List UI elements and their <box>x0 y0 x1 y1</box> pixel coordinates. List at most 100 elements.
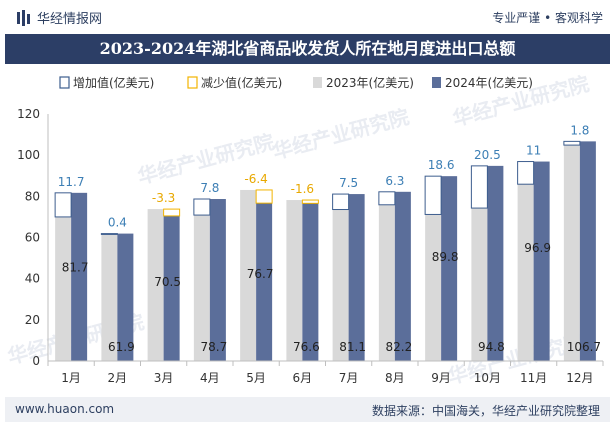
bar-2024 <box>348 194 365 361</box>
y-axis: 0 20 40 60 80 100 120 <box>17 107 49 368</box>
bar-2023 <box>101 234 118 361</box>
label-layer: 11.7 81.7 0.4 61.9 -3.3 70.5 7.8 78.7 -6.4 76.7 -1… <box>58 123 601 354</box>
footer-source: 数据来源：中国海关，华经产业研究院整理 <box>371 404 600 418</box>
value-label-2024: 82.2 <box>386 340 413 354</box>
bar-2024 <box>533 161 550 361</box>
bar-2023 <box>471 208 488 361</box>
brand-logo-icon <box>17 9 30 26</box>
value-label-2024: 96.9 <box>524 241 551 255</box>
chart-area: 增加值(亿美元) 减少值(亿美元) 2023年(亿美元) 2024年(亿美元) 华经产… <box>5 71 604 389</box>
change-label: 20.5 <box>474 148 501 162</box>
change-label: -6.4 <box>244 172 267 186</box>
increase-box <box>54 192 72 218</box>
legend-decrease-label: 减少值(亿美元) <box>201 75 282 90</box>
x-tick-label: 1月 <box>61 371 81 385</box>
bar-2023 <box>425 214 442 361</box>
bar-2023 <box>517 184 534 361</box>
bar-2023 <box>563 145 580 361</box>
value-label-2024: 76.7 <box>247 267 274 281</box>
x-tick-label: 7月 <box>339 371 359 385</box>
x-tick-label: 10月 <box>474 371 501 385</box>
chart-legend: 增加值(亿美元) 减少值(亿美元) 2023年(亿美元) 2024年(亿美元) <box>59 75 533 90</box>
change-label: 11 <box>526 144 541 158</box>
increase-box <box>563 140 581 146</box>
bar-2024 <box>394 191 411 361</box>
legend-decrease-swatch <box>187 76 198 89</box>
legend-2023-label: 2023年(亿美元) <box>326 75 414 90</box>
value-label-2024: 89.8 <box>432 250 459 264</box>
brand: 华经情报网 <box>17 8 102 27</box>
legend-increase-label: 增加值(亿美元) <box>73 75 154 90</box>
change-label: 0.4 <box>108 216 127 230</box>
change-label: 7.8 <box>200 181 219 195</box>
bar-2023 <box>332 209 349 361</box>
increase-box <box>193 198 211 216</box>
brand-name: 华经情报网 <box>37 12 103 27</box>
value-label-2024: 70.5 <box>154 275 181 289</box>
value-label-2024: 81.1 <box>339 340 366 354</box>
header-bar: 华经情报网 专业严谨 • 客观科学 <box>0 0 615 34</box>
y-tick-label: 80 <box>25 189 40 203</box>
bar-2024 <box>163 215 180 361</box>
change-label: 11.7 <box>58 175 85 189</box>
bar-2024 <box>302 203 319 361</box>
value-label-2024: 78.7 <box>201 340 228 354</box>
y-tick-label: 60 <box>25 231 40 245</box>
y-tick-label: 0 <box>32 354 40 368</box>
bar-layer <box>54 140 596 361</box>
bar-2023 <box>55 216 72 361</box>
value-label-2024: 76.6 <box>293 340 320 354</box>
x-tick-label: 5月 <box>246 371 266 385</box>
x-tick-label: 11月 <box>520 371 547 385</box>
bar-2023 <box>378 204 395 361</box>
increase-box <box>517 161 535 185</box>
bar-2024 <box>441 176 458 361</box>
legend-2024-label: 2024年(亿美元) <box>445 75 533 90</box>
value-label-2024: 94.8 <box>478 340 505 354</box>
bar-2023 <box>193 215 210 361</box>
change-label: 18.6 <box>428 158 455 172</box>
y-tick-label: 40 <box>25 272 40 286</box>
decrease-box <box>301 199 319 204</box>
increase-box <box>378 191 396 206</box>
decrease-box <box>255 189 273 204</box>
bar-2024 <box>209 199 226 361</box>
legend-increase-swatch <box>59 76 70 89</box>
watermark-text: 华经产业研究院 <box>270 104 411 163</box>
change-label: -1.6 <box>291 182 314 196</box>
x-tick-label: 12月 <box>566 371 593 385</box>
y-tick-label: 100 <box>17 148 40 162</box>
bar-2023 <box>147 209 164 361</box>
increase-box <box>470 165 488 209</box>
change-label: -3.3 <box>152 191 175 205</box>
increase-box <box>332 193 350 211</box>
bar-2024 <box>71 192 88 361</box>
increase-box <box>100 233 118 235</box>
change-label: 7.5 <box>339 176 358 190</box>
value-label-2024: 61.9 <box>108 340 135 354</box>
bar-2023 <box>240 189 257 361</box>
x-tick-label: 9月 <box>431 371 451 385</box>
bar-2024 <box>256 203 273 361</box>
increase-box <box>424 175 442 215</box>
footer-bar: www.huaon.com 数据来源：中国海关，华经产业研究院整理 <box>5 397 610 422</box>
bar-2023 <box>286 200 303 361</box>
change-label: 1.8 <box>570 123 589 137</box>
chart-title: 2023-2024年湖北省商品收发货人所在地月度进出口总额 <box>5 34 610 64</box>
value-label-2024: 81.7 <box>62 261 89 275</box>
x-tick-label: 2月 <box>108 371 128 385</box>
y-tick-label: 20 <box>25 313 40 327</box>
tagline: 专业严谨 • 客观科学 <box>492 11 603 25</box>
bar-2024 <box>487 165 504 361</box>
footer-website: www.huaon.com <box>15 402 115 416</box>
legend-2024-swatch <box>432 77 441 88</box>
decrease-box <box>163 208 181 217</box>
legend-2023-swatch <box>313 77 322 88</box>
value-label-2024: 106.7 <box>567 340 601 354</box>
x-axis: 1月 2月 3月 4月 5月 6月 7月 8月 9月 10月 11月 12月 <box>47 360 604 385</box>
x-tick-label: 8月 <box>385 371 405 385</box>
bar-2024 <box>579 141 596 361</box>
x-tick-label: 4月 <box>200 371 220 385</box>
x-tick-label: 3月 <box>154 371 174 385</box>
